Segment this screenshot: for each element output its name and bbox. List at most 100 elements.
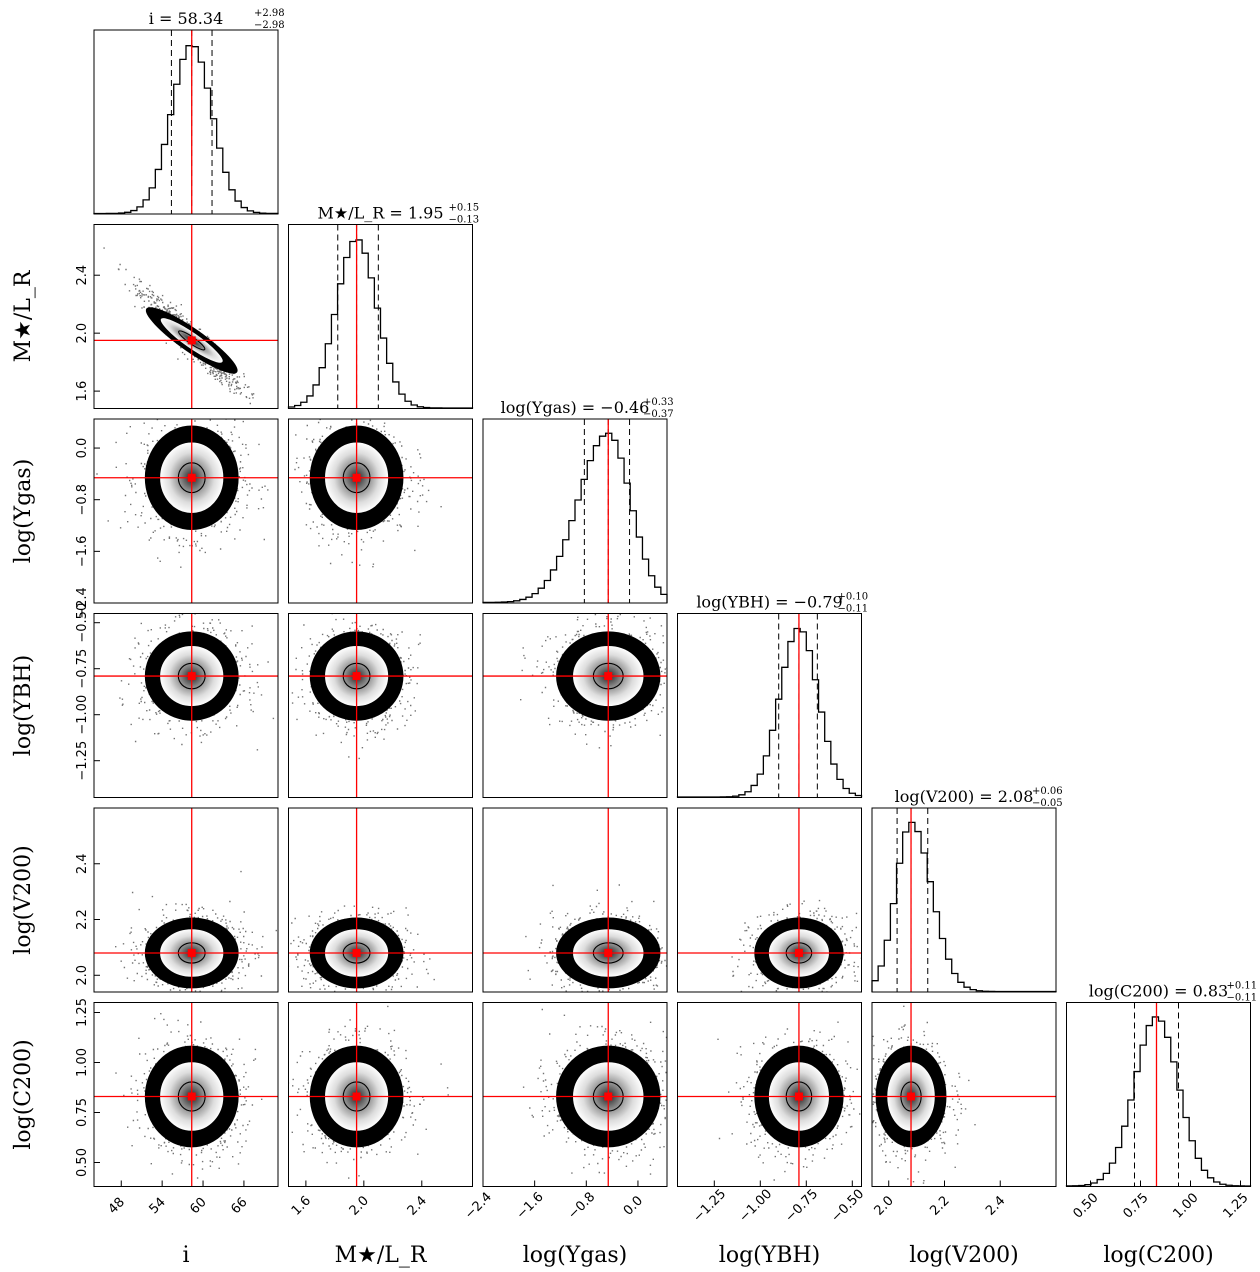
scatter-points	[288, 1005, 449, 1179]
panel-frame	[871, 807, 1057, 993]
panel-lv200-lv200	[871, 807, 1057, 993]
x-tick-label: −2.4	[462, 1190, 495, 1223]
panel-frame	[93, 807, 279, 993]
panel-frame	[482, 418, 668, 604]
truth-marker	[187, 473, 196, 482]
y-tick-label: 2.2	[75, 909, 90, 930]
panel-lc200-ml	[288, 1002, 473, 1187]
y-tick-label: −1.00	[75, 695, 90, 735]
panel-frame	[93, 613, 279, 798]
panel-lgas-ml	[288, 418, 473, 604]
y-tick-label: 0.0	[75, 438, 90, 459]
panel-lv200-ml	[288, 807, 473, 993]
x-tick-label: 1.25	[1220, 1190, 1251, 1221]
y-tick-label: 2.4	[75, 265, 90, 286]
scatter-points	[115, 870, 277, 992]
panel-frame	[288, 807, 473, 993]
x-axis-label-lbh: log(ΥBH)	[719, 1243, 820, 1268]
panel-frame	[93, 1002, 279, 1187]
title-lc200: log(C200) = 0.83	[1089, 982, 1228, 1001]
x-tick-label: 2.2	[927, 1193, 952, 1218]
histogram-ml	[287, 239, 474, 409]
y-axis-label-lbh: log(ΥBH)	[11, 655, 36, 756]
panel-frame	[288, 224, 473, 409]
title-ml: M★/L_R = 1.95	[318, 204, 444, 223]
panel-lv200-i	[93, 807, 279, 993]
x-tick-label: 2.0	[347, 1193, 372, 1218]
histogram-i	[93, 45, 279, 215]
title-minus-lgas: −0.37	[643, 409, 674, 420]
y-tick-label: −0.75	[75, 649, 90, 689]
x-tick-label: 54	[147, 1195, 169, 1217]
y-tick-label: 2.4	[75, 853, 90, 874]
y-tick-label: 0.50	[75, 1148, 90, 1177]
panel-frame	[482, 1002, 668, 1187]
truth-marker	[352, 948, 361, 957]
histogram-lv200	[871, 821, 1057, 993]
x-axis-label-lgas: log(Υgas)	[523, 1243, 628, 1268]
title-minus-lbh: −0.11	[838, 604, 869, 615]
y-axis-label-lc200: log(C200)	[11, 1039, 36, 1149]
x-axis-label-ml: M★/L_R	[335, 1243, 428, 1268]
y-tick-label: 0.75	[75, 1098, 90, 1127]
title-plus-ml: +0.15	[449, 203, 480, 214]
y-tick-label: −1.6	[75, 536, 90, 568]
x-tick-label: 1.6	[289, 1193, 314, 1218]
title-lbh: log(ΥBH) = −0.79	[696, 593, 842, 612]
panel-lbh-lgas	[482, 613, 668, 798]
x-tick-label: −0.50	[828, 1187, 867, 1226]
histogram-lbh	[676, 627, 863, 798]
x-tick-label: 60	[187, 1195, 209, 1217]
title-lgas: log(Υgas) = −0.46	[501, 398, 650, 417]
panel-frame	[677, 613, 862, 798]
y-axis-label-lgas: log(Υgas)	[11, 459, 36, 564]
x-axis-label-lv200: log(V200)	[909, 1243, 1018, 1268]
y-tick-label: 1.00	[75, 1048, 90, 1077]
y-tick-label: −1.25	[75, 741, 90, 781]
truth-marker	[187, 948, 196, 957]
panel-frame	[93, 418, 279, 604]
y-axis-label-lv200: log(V200)	[11, 845, 36, 954]
panel-lgas-lgas	[482, 418, 668, 604]
panel-frame	[93, 224, 279, 409]
x-tick-label: 2.0	[872, 1193, 897, 1218]
y-tick-label: 1.25	[75, 998, 90, 1027]
x-tick-label: −1.00	[736, 1187, 775, 1226]
truth-marker	[794, 948, 803, 957]
truth-marker	[187, 1092, 196, 1101]
title-lv200: log(V200) = 2.08	[895, 787, 1034, 806]
title-minus-lv200: −0.05	[1032, 798, 1063, 809]
x-tick-label: 1.00	[1170, 1190, 1201, 1221]
truth-marker	[794, 1092, 803, 1101]
panel-lbh-ml	[288, 613, 473, 798]
x-tick-label: 48	[106, 1195, 128, 1217]
y-tick-label: −0.8	[75, 484, 90, 516]
title-plus-i: +2.98	[254, 8, 285, 19]
histogram-lc200	[1065, 1016, 1252, 1187]
panel-lv200-lbh	[677, 807, 862, 993]
x-tick-label: 2.4	[405, 1193, 430, 1218]
x-tick-label: 0.75	[1120, 1190, 1151, 1221]
title-i: i = 58.34	[149, 9, 224, 28]
panel-ml-ml	[287, 224, 474, 409]
x-axis-label-lc200: log(C200)	[1103, 1243, 1213, 1268]
panel-frame	[93, 29, 279, 215]
truth-marker	[352, 473, 361, 482]
truth-marker	[604, 1092, 613, 1101]
panel-frame	[677, 1002, 862, 1187]
truth-marker	[187, 336, 196, 345]
histogram-lgas	[482, 432, 668, 604]
y-tick-label: −2.4	[75, 587, 90, 619]
truth-marker	[907, 1092, 916, 1101]
y-axis-label-ml: M★/L_R	[11, 269, 36, 362]
panel-lv200-lgas	[482, 807, 668, 993]
x-tick-label: 0.0	[621, 1193, 646, 1218]
y-tick-label: 2.0	[75, 323, 90, 344]
panel-lc200-lbh	[677, 1002, 862, 1187]
truth-marker	[352, 1092, 361, 1101]
scatter-points	[525, 884, 667, 992]
panel-frame	[482, 613, 668, 798]
x-tick-label: 2.4	[983, 1193, 1008, 1218]
x-tick-label: 66	[228, 1195, 250, 1217]
